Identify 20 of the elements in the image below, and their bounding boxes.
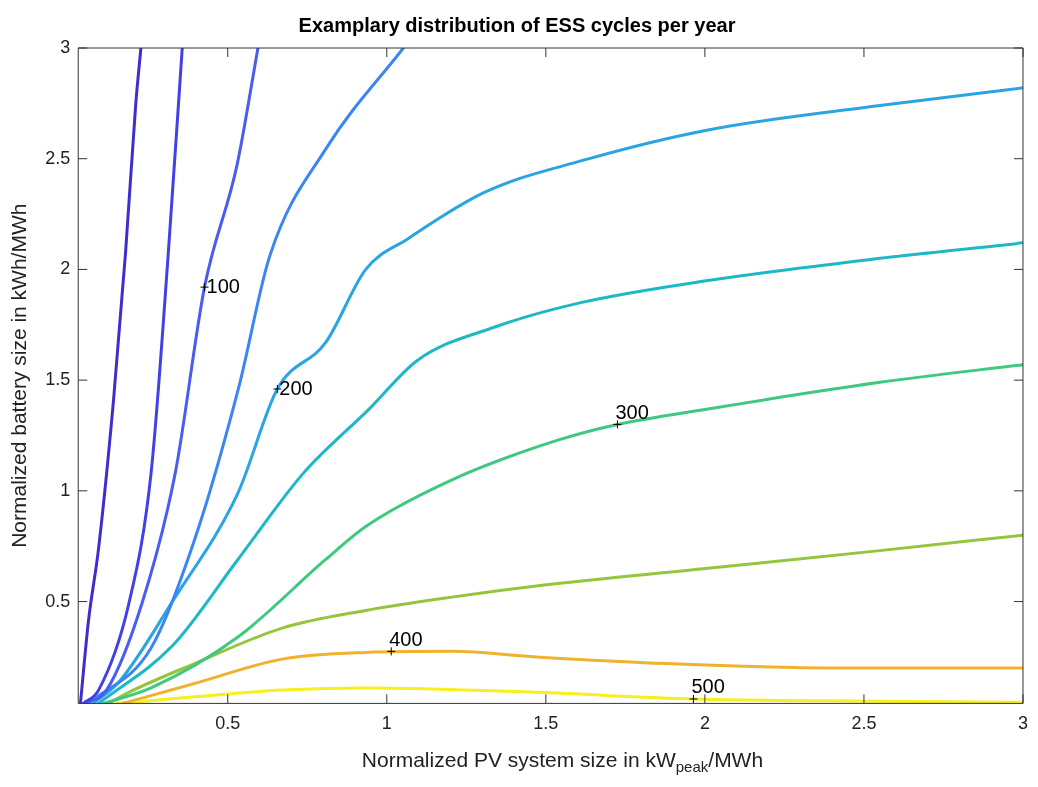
x-tick-label: 1 <box>381 713 392 734</box>
x-tick-label: 0.5 <box>215 713 241 734</box>
annotation: 100 <box>206 274 240 297</box>
annotation: 200 <box>279 376 313 399</box>
y-tick-label: 2.5 <box>45 147 71 168</box>
y-axis-title: Normalized battery size in kWh/MWh <box>7 203 31 548</box>
x-tick-label: 2 <box>699 713 710 734</box>
y-tick-label: 3 <box>60 36 71 57</box>
annotation: 400 <box>389 627 423 650</box>
y-tick-label: 2 <box>60 258 71 279</box>
annotation: 300 <box>615 400 649 423</box>
chart-title: Examplary distribution of ESS cycles per year <box>298 13 736 36</box>
annotation: 500 <box>691 675 725 698</box>
x-axis-title: Normalized PV system size in kW$_{peak}$/MWh <box>360 748 765 776</box>
x-tick-label: 3 <box>1017 713 1028 734</box>
x-tick-label: 2.5 <box>851 713 877 734</box>
y-tick-label: 0.5 <box>45 590 71 611</box>
y-tick-label: 1 <box>60 479 71 500</box>
y-tick-label: 1.5 <box>45 369 71 390</box>
x-tick-label: 1.5 <box>533 713 559 734</box>
